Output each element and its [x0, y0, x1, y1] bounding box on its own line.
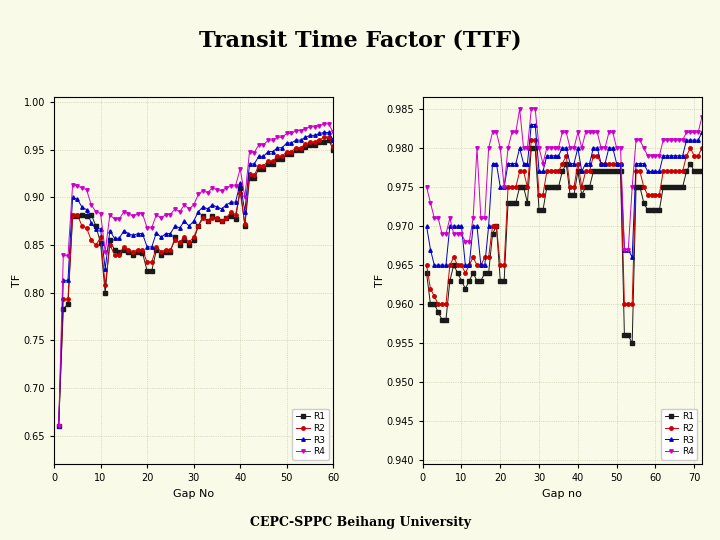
R2	[519, 168, 528, 174]
Legend: R1, R2, R3, R4: R1, R2, R3, R4	[661, 409, 698, 460]
R2	[227, 208, 235, 215]
R3	[465, 262, 474, 268]
R4	[682, 129, 690, 136]
R2	[682, 153, 690, 159]
R1	[516, 184, 524, 190]
R3	[133, 231, 142, 237]
Line: R3: R3	[57, 131, 335, 428]
R3	[585, 160, 594, 167]
R3	[605, 145, 613, 151]
R3	[422, 223, 431, 230]
R3	[698, 129, 706, 136]
R2	[434, 301, 443, 307]
R1	[143, 267, 151, 274]
Y-axis label: TF: TF	[12, 274, 22, 287]
R2	[698, 145, 706, 151]
R3	[616, 160, 625, 167]
R2	[605, 160, 613, 167]
R4	[54, 423, 63, 429]
R1	[600, 168, 609, 174]
R4	[620, 246, 629, 253]
R1	[682, 168, 690, 174]
R3	[148, 244, 156, 250]
R3	[682, 137, 690, 144]
R1	[329, 146, 338, 153]
R3	[519, 160, 528, 167]
R1	[101, 289, 109, 296]
Line: R1: R1	[57, 138, 335, 428]
Text: CEPC-SPPC Beihang University: CEPC-SPPC Beihang University	[250, 516, 470, 529]
R3	[320, 129, 328, 136]
R1	[324, 137, 333, 143]
R3	[54, 423, 63, 429]
R4	[698, 113, 706, 120]
R1	[461, 285, 469, 292]
Line: R4: R4	[57, 122, 335, 428]
R4	[148, 225, 156, 231]
Legend: R1, R2, R3, R4: R1, R2, R3, R4	[292, 409, 329, 460]
R2	[101, 282, 109, 288]
R4	[320, 120, 328, 127]
R2	[148, 259, 156, 266]
R4	[133, 210, 142, 217]
R4	[612, 145, 621, 151]
R4	[124, 210, 132, 217]
R4	[516, 106, 524, 112]
R2	[54, 423, 63, 429]
R4	[581, 129, 590, 136]
Line: R3: R3	[425, 123, 703, 267]
R2	[585, 168, 594, 174]
R1	[124, 248, 132, 255]
R4	[422, 184, 431, 190]
R2	[143, 259, 151, 266]
Y-axis label: TF: TF	[374, 274, 384, 287]
R2	[527, 137, 536, 144]
Line: R4: R4	[425, 107, 703, 251]
R1	[54, 423, 63, 429]
R3	[329, 137, 338, 143]
R2	[616, 160, 625, 167]
Text: Transit Time Factor (TTF): Transit Time Factor (TTF)	[199, 30, 521, 52]
R3	[430, 262, 438, 268]
R1	[133, 248, 142, 255]
Line: R1: R1	[425, 146, 703, 345]
R4	[227, 183, 235, 189]
R4	[101, 248, 109, 255]
R2	[329, 144, 338, 150]
R1	[227, 213, 235, 220]
X-axis label: Gap no: Gap no	[542, 489, 582, 499]
R1	[527, 145, 536, 151]
R1	[422, 270, 431, 276]
X-axis label: Gap No: Gap No	[173, 489, 215, 499]
R2	[422, 262, 431, 268]
R1	[148, 267, 156, 274]
R3	[227, 199, 235, 205]
Line: R2: R2	[57, 136, 335, 428]
R2	[133, 247, 142, 253]
Line: R2: R2	[425, 138, 703, 306]
R2	[320, 134, 328, 140]
R4	[143, 225, 151, 231]
R4	[329, 129, 338, 136]
R1	[581, 184, 590, 190]
R4	[519, 145, 528, 151]
R2	[465, 262, 474, 268]
R1	[698, 168, 706, 174]
R3	[143, 244, 151, 250]
R3	[101, 266, 109, 272]
R2	[124, 247, 132, 253]
R1	[628, 340, 636, 347]
R4	[600, 145, 609, 151]
R3	[527, 122, 536, 128]
R4	[461, 239, 469, 245]
R3	[124, 231, 132, 237]
R1	[612, 168, 621, 174]
